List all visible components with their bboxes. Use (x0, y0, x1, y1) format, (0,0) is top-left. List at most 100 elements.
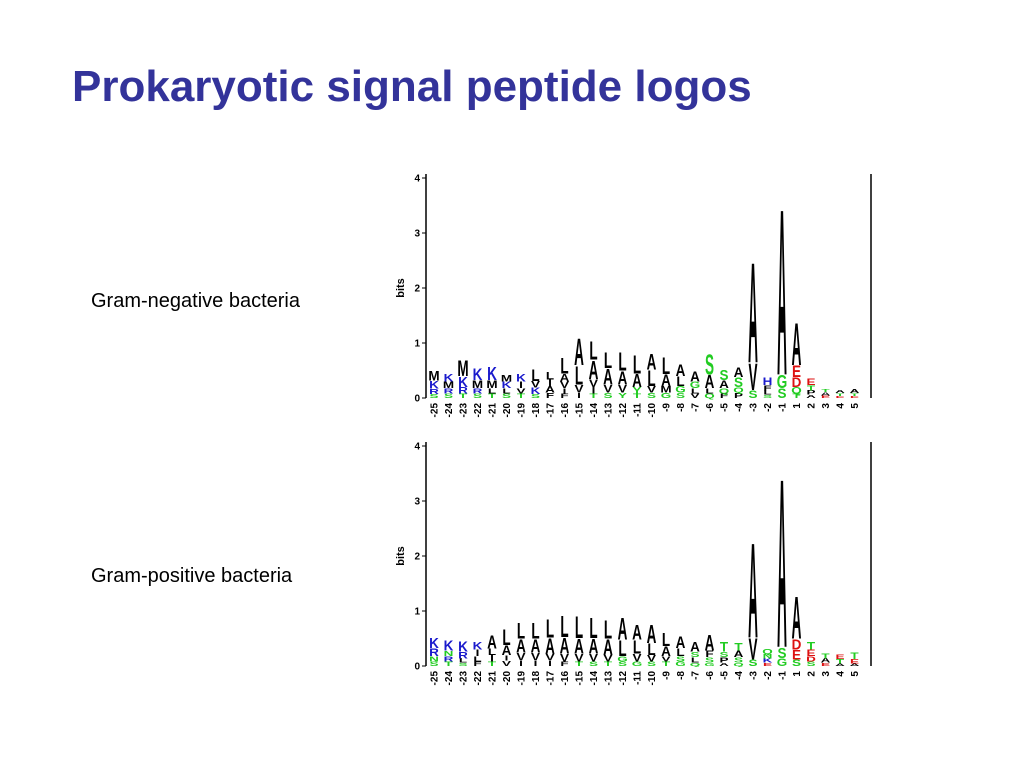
x-tick-label: -19 (517, 671, 528, 686)
logo-letter: L (546, 369, 555, 382)
x-tick-label: -7 (691, 403, 702, 412)
logo-letter: T (850, 393, 858, 397)
logo-letter: L (763, 390, 772, 396)
y-tick-label: 3 (414, 229, 420, 240)
logo-letter: G (617, 655, 627, 663)
logo-letter: I (577, 392, 581, 400)
logo-letter: Q (704, 393, 714, 399)
logo-letter: E (792, 647, 801, 662)
logo-letter: Y (618, 392, 628, 400)
logo-letter: L (502, 624, 510, 649)
logo-letter: A (806, 394, 816, 399)
logo-letter: A (734, 650, 744, 659)
logo-letter: I (548, 379, 552, 388)
x-tick-label: 1 (792, 403, 803, 409)
logo-letter: I (476, 649, 480, 658)
logo-letter: Q (690, 662, 701, 667)
logo-letter: A (647, 349, 657, 374)
x-tick-label: -12 (618, 403, 629, 418)
logo-stack: SGA (777, 168, 788, 425)
logo-letter: S (603, 392, 612, 400)
logo-letter: S (473, 393, 482, 399)
x-tick-label: -1 (778, 671, 789, 680)
logo-letter: A (777, 436, 787, 698)
logo-letter: L (618, 348, 626, 377)
x-tick-label: -16 (560, 671, 571, 686)
x-tick-label: 5 (850, 403, 861, 409)
logo-letter: I (563, 387, 567, 395)
logo-stack: GSA (777, 436, 788, 698)
logo-letter: T (604, 661, 613, 667)
logo-letter: S (705, 349, 714, 381)
x-tick-label: -1 (778, 403, 789, 412)
logo-letter: I (548, 660, 552, 668)
logo-letter: A (821, 658, 831, 664)
logo-letter: V (604, 655, 613, 664)
x-tick-label: -22 (473, 671, 484, 686)
logo-letter: L (691, 656, 700, 664)
logo-letter: S (589, 661, 598, 667)
y-tick-label: 1 (414, 339, 420, 350)
x-tick-label: -16 (560, 403, 571, 418)
x-tick-label: -24 (444, 403, 455, 418)
logo-letter: T (807, 640, 816, 653)
logo-letter: S (444, 393, 453, 399)
logo-letter: A (618, 612, 628, 647)
logo-stack: SVA (748, 233, 758, 401)
x-tick-label: 4 (836, 671, 847, 677)
slide-title: Prokaryotic signal peptide logos (72, 62, 752, 111)
logo-letter: E (836, 654, 845, 660)
logo-letter: S (763, 394, 772, 399)
logo-letter: T (488, 393, 497, 399)
logo-letter: A (850, 389, 861, 395)
logo-letter: K (444, 372, 454, 385)
logo-letter: A (574, 330, 584, 373)
x-tick-label: -18 (531, 671, 542, 686)
logo-letter: T (836, 659, 845, 665)
logo-letter: A (647, 620, 657, 649)
y-tick-label: 4 (414, 442, 420, 453)
logo-letter: N (429, 655, 439, 663)
logo-letter: K (429, 635, 439, 652)
x-tick-label: -14 (589, 671, 600, 686)
x-tick-label: -2 (763, 671, 774, 680)
x-tick-label: -20 (502, 403, 513, 418)
logo-letter: E (821, 662, 830, 667)
logo-letter: V (647, 385, 656, 394)
logo-letter: T (850, 652, 858, 661)
logo-letter: V (560, 381, 569, 390)
logo-letter: K (502, 381, 513, 390)
logo-stack: ETA (835, 389, 845, 398)
logo-letter: A (632, 371, 642, 392)
logo-letter: I (490, 655, 494, 664)
logo-letter: S (676, 392, 685, 400)
x-tick-label: -7 (691, 671, 702, 680)
logo-letter: A (705, 630, 715, 655)
logo-letter: V (575, 383, 585, 396)
logo-letter: E (763, 662, 772, 667)
logo-letter: V (589, 652, 599, 665)
logo-letter: L (575, 611, 583, 646)
logo-letter: S (647, 392, 656, 400)
logo-letter: A (792, 311, 802, 379)
logo-letter: L (459, 658, 468, 664)
logo-letter: A (502, 643, 512, 658)
y-tick-label: 0 (414, 662, 420, 673)
logo-letter: G (675, 385, 686, 394)
logo-letter: M (428, 368, 439, 383)
